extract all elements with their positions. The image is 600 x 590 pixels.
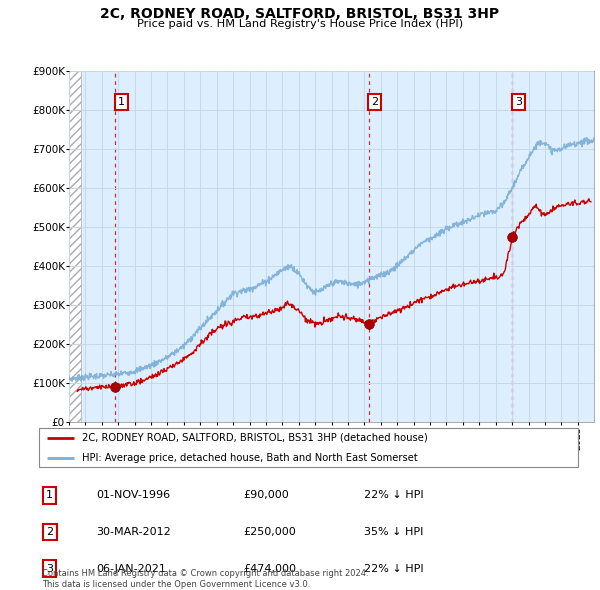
Text: 35% ↓ HPI: 35% ↓ HPI [364, 527, 423, 537]
Text: 1: 1 [46, 490, 53, 500]
Text: 22% ↓ HPI: 22% ↓ HPI [364, 490, 423, 500]
Text: Price paid vs. HM Land Registry's House Price Index (HPI): Price paid vs. HM Land Registry's House … [137, 19, 463, 29]
Text: 22% ↓ HPI: 22% ↓ HPI [364, 563, 423, 573]
Text: £250,000: £250,000 [244, 527, 296, 537]
Text: £474,000: £474,000 [244, 563, 296, 573]
Text: 2: 2 [371, 97, 378, 107]
Text: 1: 1 [118, 97, 125, 107]
Text: 2: 2 [46, 527, 53, 537]
Text: HPI: Average price, detached house, Bath and North East Somerset: HPI: Average price, detached house, Bath… [82, 453, 418, 463]
Text: 2C, RODNEY ROAD, SALTFORD, BRISTOL, BS31 3HP (detached house): 2C, RODNEY ROAD, SALTFORD, BRISTOL, BS31… [82, 432, 428, 442]
Text: 2C, RODNEY ROAD, SALTFORD, BRISTOL, BS31 3HP: 2C, RODNEY ROAD, SALTFORD, BRISTOL, BS31… [100, 7, 500, 21]
Text: 3: 3 [46, 563, 53, 573]
Text: 30-MAR-2012: 30-MAR-2012 [96, 527, 171, 537]
FancyBboxPatch shape [39, 428, 578, 467]
Text: 06-JAN-2021: 06-JAN-2021 [96, 563, 166, 573]
Text: £90,000: £90,000 [244, 490, 289, 500]
Text: Contains HM Land Registry data © Crown copyright and database right 2024.
This d: Contains HM Land Registry data © Crown c… [42, 569, 368, 589]
Text: 01-NOV-1996: 01-NOV-1996 [96, 490, 170, 500]
Text: 3: 3 [515, 97, 522, 107]
